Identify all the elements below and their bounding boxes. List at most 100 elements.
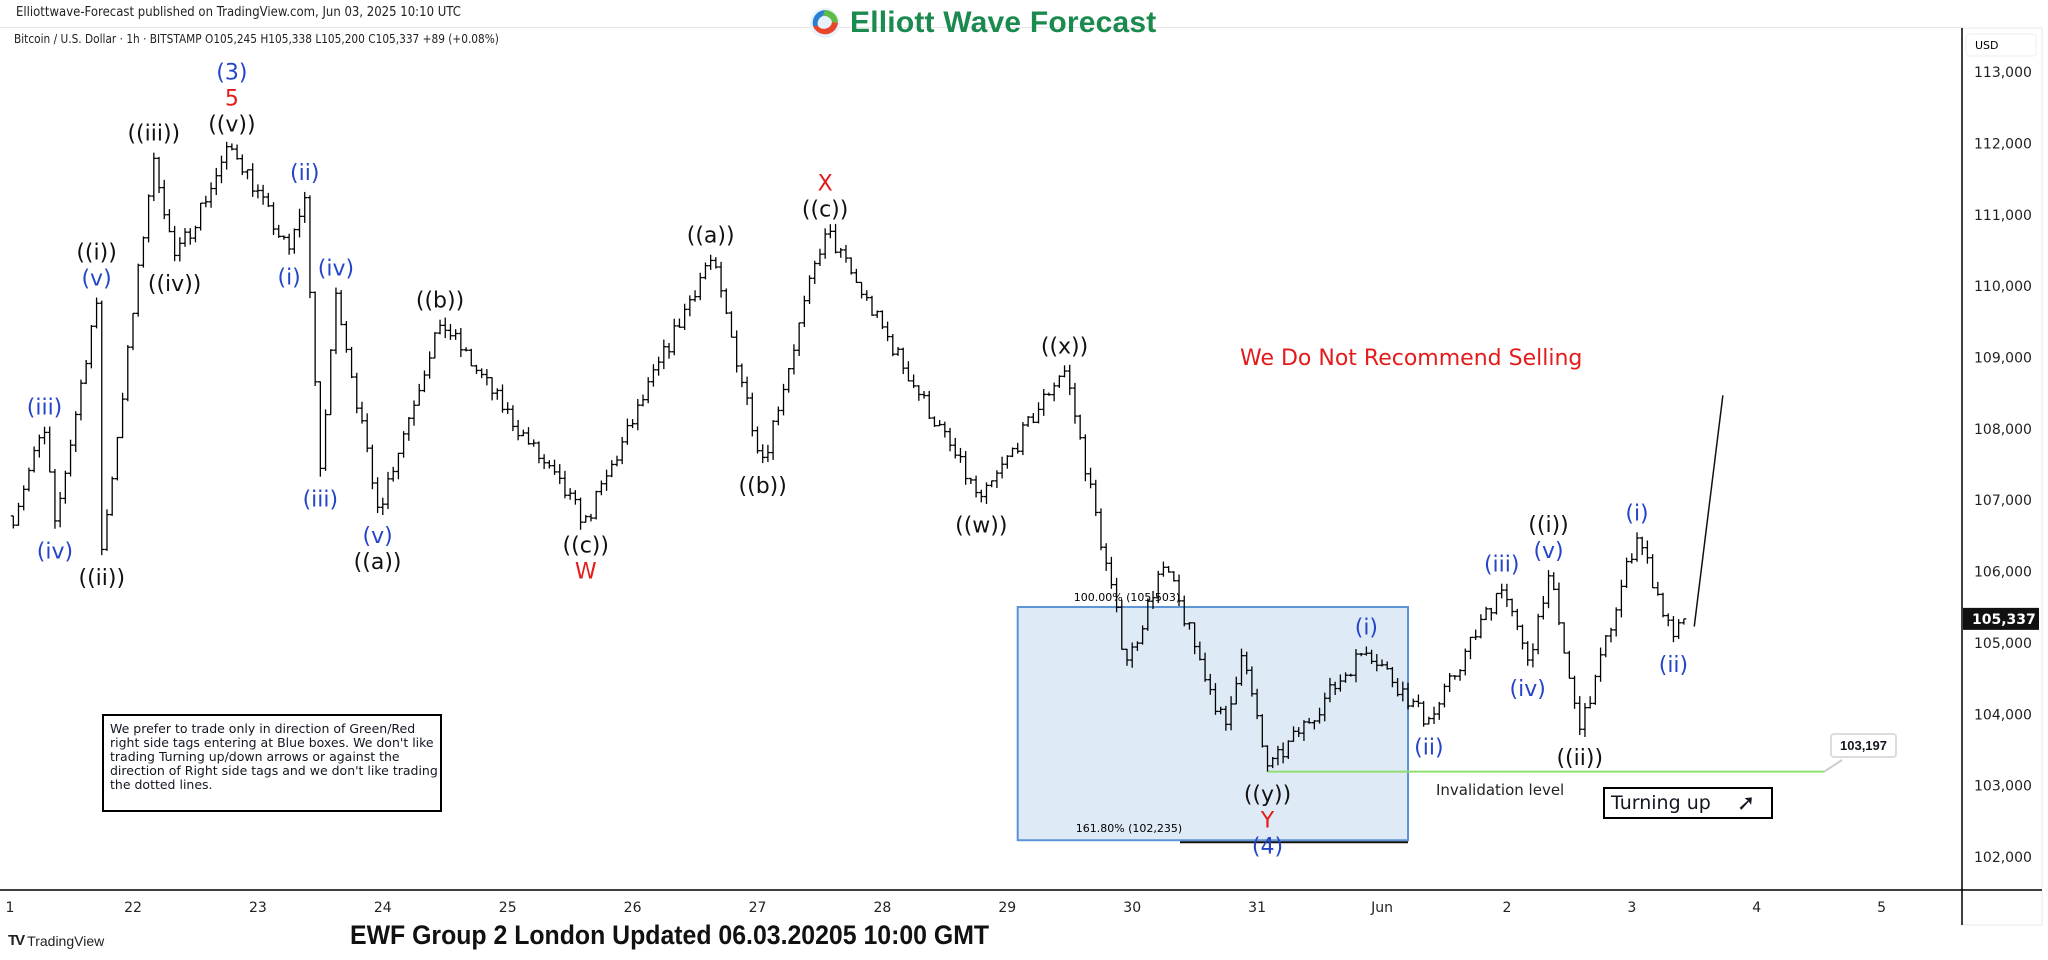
- ohlc-bar: [1348, 673, 1354, 677]
- ohlc-bar: [1067, 364, 1073, 396]
- ohlc-bar: [1457, 669, 1463, 681]
- ohlc-bar: [395, 452, 401, 480]
- ohlc-bar: [1639, 536, 1645, 555]
- ohlc-bar: [890, 333, 896, 357]
- ohlc-bar: [1036, 402, 1042, 424]
- ohlc-bar: [114, 436, 120, 481]
- ohlc-bar: [1098, 508, 1104, 551]
- ohlc-bar: [765, 444, 771, 463]
- ohlc-bar: [1530, 643, 1536, 668]
- ohlc-bar: [109, 476, 115, 516]
- ohlc-bar: [88, 325, 94, 369]
- ohlc-bar: [1265, 745, 1271, 772]
- ohlc-bar: [1317, 707, 1323, 724]
- ohlc-bar: [687, 295, 693, 317]
- ohlc-bar: [1483, 606, 1489, 621]
- wave-label: 5: [225, 86, 239, 111]
- publisher-line: Elliottwave-Forecast published on Tradin…: [16, 5, 461, 20]
- ohlc-bar: [1124, 648, 1130, 666]
- wave-label: (iii): [1484, 553, 1520, 578]
- ohlc-bar: [588, 513, 594, 522]
- ohlc-bar: [661, 339, 667, 370]
- ohlc-bar: [775, 406, 781, 426]
- wave-label: (4): [1252, 835, 1283, 860]
- ohlc-bar: [421, 370, 427, 393]
- wave-label: ((v)): [208, 112, 255, 137]
- ohlc-bar: [1072, 382, 1078, 424]
- ohlc-bar: [349, 346, 355, 379]
- ohlc-bar: [713, 257, 719, 269]
- time-tick-label: 22: [124, 900, 142, 916]
- ohlc-bar: [994, 470, 1000, 488]
- ohlc-bar: [656, 356, 662, 376]
- ohlc-bar: [1436, 701, 1442, 720]
- price-tick-label: 104,000: [1974, 707, 2032, 723]
- ohlc-bar: [968, 477, 974, 485]
- price-tick-label: 113,000: [1974, 65, 2032, 81]
- ohlc-bar: [1509, 598, 1515, 617]
- ohlc-bar: [911, 374, 917, 389]
- ohlc-bar: [520, 429, 526, 437]
- ohlc-bar: [83, 359, 89, 385]
- ohlc-bar: [1603, 635, 1609, 658]
- ohlc-bar: [874, 310, 880, 318]
- wave-label: (iii): [303, 488, 339, 513]
- time-tick-label: 3: [1627, 900, 1636, 916]
- ohlc-bar: [1535, 613, 1541, 655]
- update-title: EWF Group 2 London Updated 06.03.20205 1…: [350, 920, 990, 950]
- ohlc-bar: [552, 459, 558, 475]
- ohlc-bar: [755, 426, 760, 454]
- wave-label: (ii): [290, 161, 319, 186]
- ohlc-bar: [702, 262, 708, 280]
- ohlc-bar: [369, 444, 375, 490]
- ohlc-bar: [42, 426, 48, 445]
- ohlc-bar: [1629, 553, 1635, 564]
- wave-label: X: [818, 171, 833, 196]
- tradingview-icon: TV: [8, 932, 25, 949]
- ohlc-bar: [718, 261, 724, 298]
- ohlc-bar: [1384, 661, 1390, 670]
- wave-label: (ii): [1414, 735, 1443, 760]
- ohlc-bar: [135, 263, 141, 317]
- ohlc-bar: [62, 470, 68, 504]
- ohlc-bar: [635, 398, 641, 431]
- ohlc-bar: [473, 364, 479, 374]
- ohlc-bar: [260, 184, 266, 205]
- ohlc-bar: [926, 390, 932, 420]
- ohlc-bar: [1015, 442, 1021, 454]
- ohlc-bar: [1134, 641, 1140, 651]
- ohlc-bar: [1051, 382, 1057, 402]
- ohlc-bar: [1332, 681, 1338, 695]
- ohlc-bar: [286, 233, 292, 255]
- ohlc-bar: [224, 141, 230, 170]
- wave-label: ((iii)): [127, 122, 180, 147]
- ohlc-bar: [161, 179, 167, 220]
- ohlc-bar: [1197, 641, 1203, 661]
- ohlc-bar: [682, 303, 688, 330]
- ohlc-bar: [510, 405, 516, 432]
- ohlc-bar: [1462, 648, 1468, 676]
- wave-label: ((w)): [955, 513, 1007, 538]
- ohlc-bar: [244, 169, 250, 180]
- ohlc-bar: [978, 489, 984, 503]
- ohlc-bar: [442, 317, 448, 339]
- ohlc-bar: [52, 469, 58, 529]
- time-tick-label: 5: [1877, 900, 1886, 916]
- wave-label: ((x)): [1041, 334, 1088, 359]
- ohlc-bar: [1374, 654, 1380, 672]
- ohlc-bar: [1587, 696, 1593, 709]
- ohlc-bar: [198, 202, 204, 231]
- ohlc-bar: [557, 464, 563, 485]
- time-tick-label: Jun: [1370, 900, 1393, 916]
- ohlc-bar: [1160, 561, 1166, 577]
- ohlc-bar: [120, 392, 126, 439]
- divider: [0, 27, 1962, 28]
- ohlc-bar: [645, 377, 651, 404]
- ohlc-bar: [1353, 649, 1359, 683]
- wave-label: ((a)): [354, 550, 402, 575]
- ohlc-bar: [354, 372, 360, 414]
- time-tick-label: 24: [374, 900, 392, 916]
- price-tick-label: 111,000: [1974, 208, 2032, 224]
- ohlc-bar: [1577, 696, 1583, 735]
